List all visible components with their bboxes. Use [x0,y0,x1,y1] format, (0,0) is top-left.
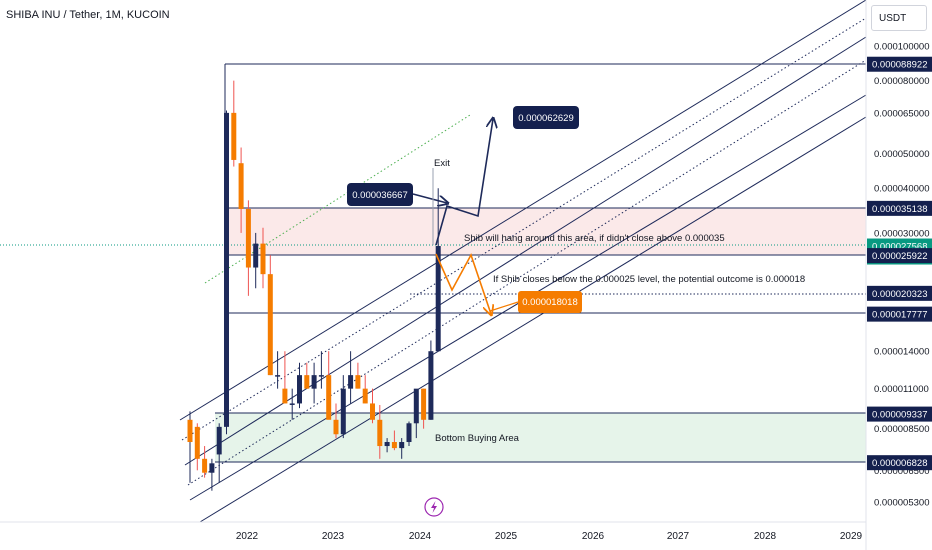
price-tag[interactable]: 0.000009337 [867,406,932,422]
candle [194,423,200,471]
price-tag[interactable]: 0.000025922 [867,248,932,264]
candle [435,188,441,352]
lightning-icon[interactable] [424,497,444,517]
time-tick-label: 2022 [236,531,259,542]
price-tag[interactable]: 0.000017777 [867,306,932,322]
time-tick-label: 2026 [582,531,605,542]
price-tick-label: 0.000005300 [874,498,929,509]
time-tick-label: 2024 [409,531,432,542]
candle [399,438,405,459]
candle [304,362,310,389]
price-tag[interactable]: 0.000088922 [867,56,932,72]
candle [282,351,288,404]
callout-62629[interactable]: 0.000062629 [513,106,579,129]
chart-title: SHIBA INU / Tether, 1M, KUCOIN [6,9,170,21]
price-tick-label: 0.000030000 [874,228,929,239]
candle [333,403,339,439]
time-tick-label: 2023 [322,531,345,542]
candle [421,388,427,429]
price-tag-label: 0.000020323 [872,289,927,300]
time-axis-labels: 2022 2023 2024 2025 2026 2027 2028 2029 [236,531,863,542]
time-tick-label: 2028 [754,531,777,542]
candle [340,375,346,439]
price-tag[interactable]: 0.000035138 [867,200,932,216]
price-tick-label: 0.000008500 [874,424,929,435]
bottom-buying-zone [215,413,866,462]
scenario-note: If Shib closes below the 0.000025 level,… [493,274,805,285]
callout-18018[interactable]: 0.000018018 [518,291,582,313]
price-tick-label: 0.000100000 [874,42,929,53]
candle [267,255,273,376]
callout-36667-label: 0.000036667 [352,190,407,201]
price-tag-label: 0.000035138 [872,204,927,215]
candle [253,232,259,289]
price-tag-label: 0.000088922 [872,60,927,71]
bottom-buying-label: Bottom Buying Area [435,433,520,444]
candle [297,362,302,409]
resistance-zone [225,208,866,255]
time-tick-label: 2029 [840,531,863,542]
candle [289,388,295,420]
callout-connector-18018 [489,301,519,312]
currency-selector[interactable]: USDT [871,5,927,31]
price-tag-label: 0.000006828 [872,458,927,469]
price-tag-label: 0.000017777 [872,310,927,321]
price-tick-label: 0.000040000 [874,184,929,195]
candle [216,423,222,483]
callout-36667[interactable]: 0.000036667 [347,183,413,206]
projection-path-down [435,253,491,314]
callout-18018-label: 0.000018018 [522,297,577,308]
candle [238,147,244,233]
candle [231,80,237,167]
channel-dotted-low [187,59,867,486]
candle [391,430,397,451]
candle [348,351,354,404]
exit-label: Exit [434,158,450,169]
candle [202,446,208,478]
price-tick-label: 0.000006500 [874,466,929,477]
candlesticks [187,80,441,491]
price-axis-labels: 0.000100000 0.000080000 0.000065000 0.00005… [874,42,929,509]
price-tag-label: 0.000027568 [872,242,927,253]
price-tag[interactable]: 0.000020323 [867,285,932,301]
candle [428,340,434,420]
price-tag-label: 0.000009337 [872,410,927,421]
price-tick-label: 0.000011000 [874,384,929,395]
candle [326,351,332,420]
time-tick-label: 2027 [667,531,690,542]
candle [275,351,281,389]
candle [406,421,412,447]
candle [311,362,317,404]
candle [187,411,193,483]
projection-path-up [435,119,493,246]
price-tick-label: 0.000014000 [874,347,929,358]
candle [370,388,375,424]
candle [260,227,266,289]
callout-62629-label: 0.000062629 [518,113,573,124]
price-tick-label: 0.000065000 [874,108,929,119]
candle [209,458,215,491]
callout-connector-36667 [412,193,447,203]
candle [384,438,390,453]
price-tag[interactable]: 0.000006828 [867,455,932,471]
candle [224,110,229,435]
price-tick-label: 0.000080000 [874,76,929,87]
time-tick-label: 2025 [495,531,518,542]
candle [362,375,368,404]
level-lines [215,63,866,463]
candle [377,405,383,459]
candle [413,388,419,439]
candle [355,362,361,389]
price-tag-label: 0.000025922 [872,251,927,262]
resistance-note: Shib will hang around this area, if didn… [464,233,725,244]
price-tick-label: 0.000050000 [874,149,929,160]
candle [245,200,251,296]
candle [318,351,324,389]
